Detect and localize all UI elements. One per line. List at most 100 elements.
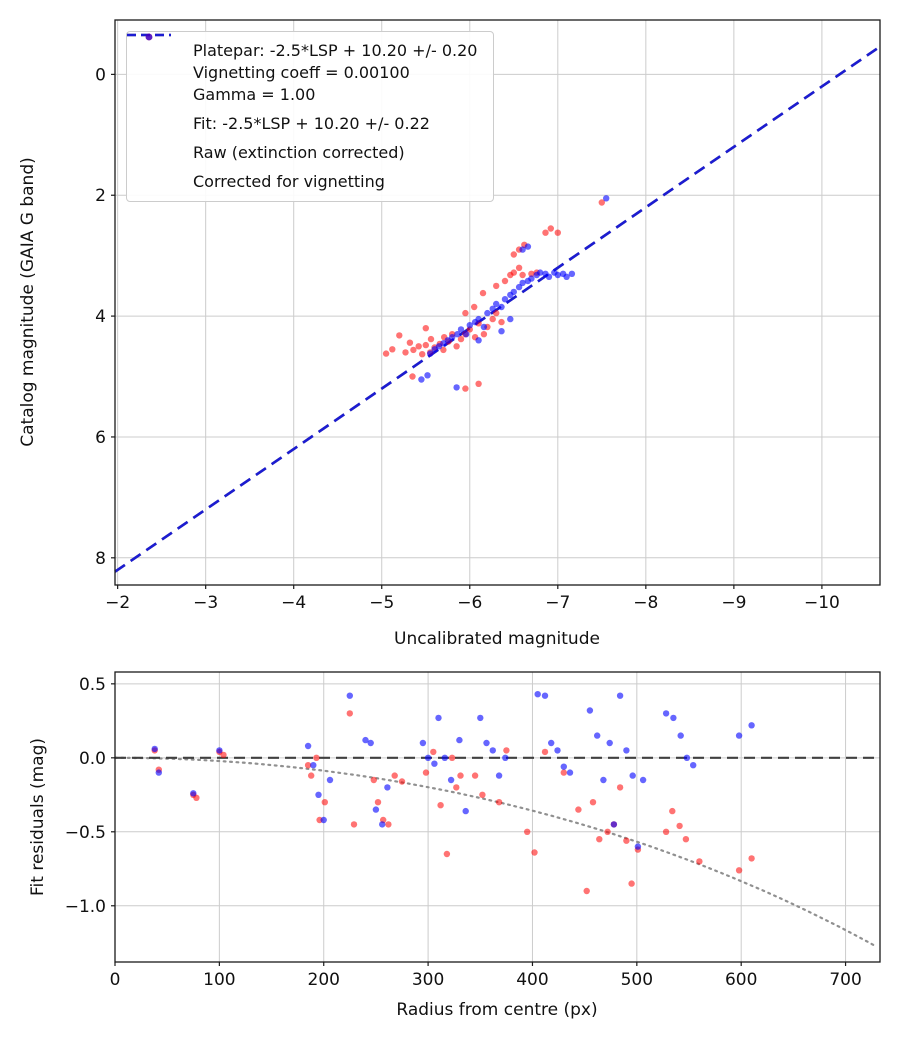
corrected-point bbox=[418, 376, 425, 383]
raw-point bbox=[396, 332, 403, 339]
raw-point bbox=[462, 309, 469, 317]
corrected-residual-point bbox=[586, 707, 594, 714]
raw-residual-point bbox=[616, 784, 624, 791]
raw-point bbox=[489, 315, 496, 323]
x-tick-label: 400 bbox=[516, 970, 548, 990]
raw-residual-point bbox=[308, 772, 315, 779]
raw-residual-point bbox=[479, 791, 486, 798]
corrected-residual-point bbox=[677, 732, 684, 739]
corrected-residual-point bbox=[483, 739, 490, 747]
top-yaxis-label: Catalog magnitude (GAIA G band) bbox=[18, 157, 38, 447]
fit-line bbox=[114, 45, 881, 573]
corrected-residual-point bbox=[735, 732, 743, 739]
raw-point bbox=[493, 282, 500, 290]
corrected-residual-point bbox=[606, 739, 613, 747]
corrected-residual-point bbox=[560, 763, 567, 770]
raw-residual-point bbox=[696, 858, 703, 865]
corrected-residual-point bbox=[634, 843, 642, 850]
corrected-point bbox=[515, 283, 523, 291]
corrected-residual-point bbox=[495, 772, 503, 779]
top-xaxis-label: Uncalibrated magnitude bbox=[394, 629, 600, 649]
vignetting-curve bbox=[113, 756, 876, 947]
corrected-residual-point bbox=[690, 762, 697, 769]
raw-residual-point bbox=[304, 762, 312, 769]
legend-label-platepar: Platepar: -2.5*LSP + 10.20 +/- 0.20 Vign… bbox=[193, 40, 477, 106]
raw-residual-point bbox=[374, 799, 382, 806]
raw-residual-point bbox=[735, 867, 743, 874]
raw-residual-point bbox=[398, 778, 406, 785]
raw-residual-point bbox=[604, 828, 611, 835]
corrected-residual-point bbox=[748, 722, 755, 729]
corrected-residual-point bbox=[662, 710, 670, 717]
raw-residual-point bbox=[495, 799, 503, 806]
corrected-point bbox=[507, 315, 514, 323]
corrected-residual-point bbox=[594, 732, 601, 739]
corrected-point bbox=[427, 350, 434, 357]
corrected-point bbox=[454, 331, 461, 338]
raw-point bbox=[475, 380, 482, 387]
raw-residual-point bbox=[628, 880, 635, 887]
platepar-label-line1: Platepar: -2.5*LSP + 10.20 +/- 0.20 bbox=[193, 41, 478, 60]
raw-residual-point bbox=[422, 769, 430, 776]
raw-residual-point bbox=[596, 836, 603, 843]
x-tick-label: −7 bbox=[545, 593, 570, 613]
raw-point bbox=[402, 349, 409, 356]
x-tick-label: 200 bbox=[308, 970, 340, 990]
corrected-residual-point bbox=[435, 714, 442, 722]
raw-residual-point bbox=[669, 807, 676, 815]
corrected-residual-point bbox=[384, 784, 391, 791]
corrected-point bbox=[457, 326, 465, 333]
raw-point bbox=[382, 350, 390, 357]
corrected-point bbox=[424, 372, 431, 379]
x-tick-label: −2 bbox=[105, 593, 130, 613]
corrected-residual-point bbox=[367, 739, 374, 747]
y-tick-label: 8 bbox=[95, 549, 106, 569]
corrected-point bbox=[466, 322, 473, 329]
raw-point bbox=[493, 309, 500, 317]
raw-residual-point bbox=[443, 850, 451, 858]
raw-residual-point bbox=[503, 747, 510, 754]
raw-residual-point bbox=[193, 794, 200, 801]
corrected-residual-point bbox=[304, 742, 312, 750]
raw-residual-point bbox=[589, 799, 597, 806]
raw-point bbox=[515, 264, 523, 271]
raw-point bbox=[457, 335, 465, 343]
raw-residual-point bbox=[220, 751, 227, 759]
raw-residual-point bbox=[437, 802, 444, 809]
raw-residual-point bbox=[623, 837, 630, 844]
x-tick-label: 0 bbox=[110, 970, 121, 990]
corrected-point bbox=[449, 334, 456, 341]
raw-point bbox=[422, 341, 429, 349]
raw-residual-point bbox=[448, 754, 456, 761]
raw-point bbox=[498, 318, 505, 326]
corrected-point bbox=[510, 288, 517, 296]
corrected-residual-point bbox=[315, 791, 322, 798]
corrected-residual-point bbox=[431, 760, 438, 767]
corrected-residual-point bbox=[541, 692, 549, 699]
legend-label-raw: Raw (extinction corrected) bbox=[193, 143, 405, 162]
x-tick-label: 600 bbox=[725, 970, 757, 990]
corrected-residual-point bbox=[639, 776, 647, 784]
raw-residual-point bbox=[385, 821, 392, 828]
corrected-point bbox=[563, 273, 570, 280]
corrected-point bbox=[603, 195, 610, 202]
corrected-residual-point bbox=[310, 762, 317, 769]
corrected-residual-point bbox=[456, 736, 463, 744]
bottom-yaxis-label: Fit residuals (mag) bbox=[28, 738, 48, 896]
raw-point bbox=[501, 277, 509, 285]
legend: Platepar: -2.5*LSP + 10.20 +/- 0.20 Vign… bbox=[126, 31, 495, 202]
corrected-residual-point bbox=[441, 754, 448, 761]
corrected-point bbox=[489, 305, 496, 312]
raw-residual-point bbox=[350, 821, 358, 828]
raw-point bbox=[479, 289, 487, 297]
corrected-residual-point bbox=[447, 776, 455, 784]
raw-point bbox=[427, 335, 435, 343]
corrected-residual-point bbox=[216, 747, 223, 754]
raw-point bbox=[453, 343, 460, 350]
corrected-point bbox=[480, 323, 488, 331]
corrected-point bbox=[519, 246, 526, 253]
raw-point bbox=[410, 346, 417, 354]
corrected-residual-point bbox=[462, 807, 469, 815]
corrected-residual-point bbox=[489, 747, 496, 754]
